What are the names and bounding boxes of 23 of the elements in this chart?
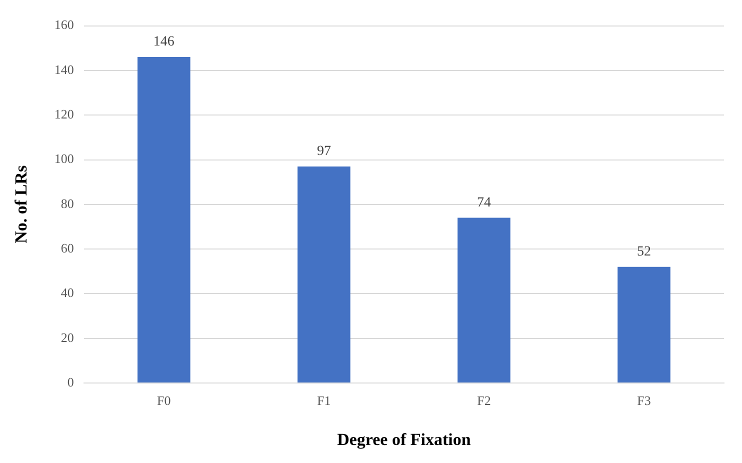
- y-tick-label: 160: [54, 17, 74, 32]
- y-tick-label: 60: [60, 240, 74, 256]
- y-axis-title: No. of LRs: [12, 165, 31, 244]
- y-tick-label: 100: [54, 151, 74, 166]
- data-label: 97: [316, 144, 331, 160]
- y-tick-label: 120: [54, 106, 74, 122]
- data-label: 52: [636, 244, 651, 260]
- x-tick-label: F3: [637, 393, 651, 408]
- bar: [298, 166, 350, 382]
- data-label: 146: [153, 34, 174, 50]
- y-tick-label: 20: [60, 330, 74, 345]
- y-tick-label: 0: [67, 374, 74, 390]
- bar: [138, 57, 190, 382]
- y-tick-label: 80: [60, 196, 74, 211]
- bar: [458, 218, 510, 382]
- x-tick-label: F2: [477, 393, 491, 408]
- x-tick-label: F1: [317, 393, 331, 408]
- data-label: 74: [476, 195, 491, 210]
- y-tick-label: 40: [60, 285, 74, 300]
- x-axis-title: Degree of Fixation: [337, 430, 472, 450]
- bar: [618, 266, 670, 382]
- x-tick-label: F0: [157, 393, 171, 408]
- y-tick-label: 140: [54, 62, 74, 77]
